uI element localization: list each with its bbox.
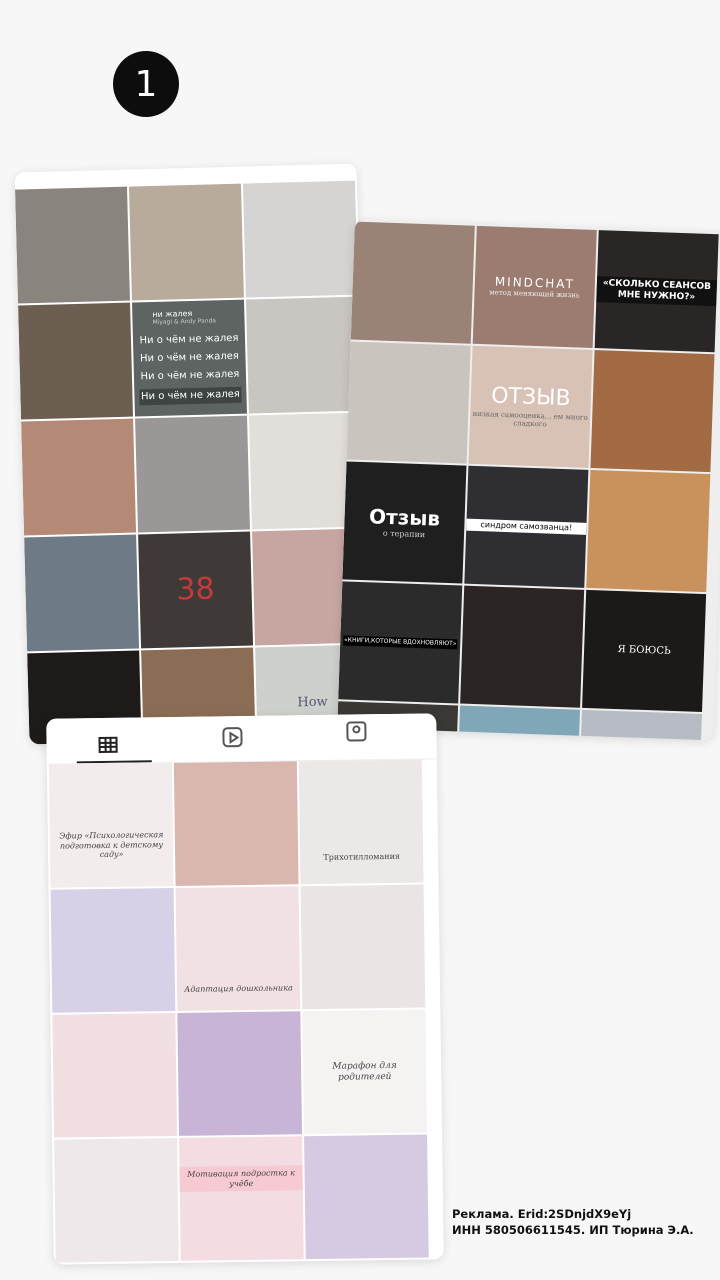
- tile-text: «КНИГИ,КОТОРЫЕ ВДОХНОВЛЯЮТ»: [342, 635, 458, 650]
- tile-text: синдром самозванца!: [466, 518, 587, 535]
- tile-text: метод меняющий жизнь: [489, 288, 580, 300]
- tile-text: Ни о чём не жалея: [140, 369, 240, 383]
- tile[interactable]: [52, 1012, 178, 1138]
- tagged-tab-icon[interactable]: [346, 721, 367, 742]
- tile[interactable]: MINDCHAT метод меняющий жизнь: [472, 225, 597, 348]
- tile[interactable]: [128, 183, 244, 301]
- feed-panel-b: MINDCHAT метод меняющий жизнь «СКОЛЬКО СЕА…: [337, 219, 720, 741]
- number-badge: 1: [113, 51, 179, 117]
- tile[interactable]: Мотивация подростка к учёбе: [179, 1136, 304, 1261]
- tile[interactable]: [242, 180, 358, 298]
- tile-text: Адаптация дошкольника: [184, 983, 293, 994]
- tile[interactable]: [24, 534, 140, 652]
- tile-text: «СКОЛЬКО СЕАНСОВ МНЕ НУЖНО?»: [596, 276, 718, 307]
- tile-text: Miyagi & Andy Panda: [152, 317, 217, 327]
- tile-text: Отзыв: [368, 504, 441, 531]
- tile[interactable]: Марафон для родителей: [302, 1009, 428, 1135]
- tile[interactable]: «СКОЛЬКО СЕАНСОВ МНЕ НУЖНО?»: [594, 230, 719, 353]
- tile[interactable]: ни жалея Miyagi & Andy Panda Ни о чём не ж…: [132, 299, 247, 417]
- tile-text: Ни о чём не жалея: [139, 333, 239, 347]
- tile[interactable]: [177, 1011, 303, 1136]
- tile[interactable]: Трихотилломания: [298, 759, 424, 885]
- grid-tab-icon[interactable]: [98, 736, 118, 754]
- tile-text: 38: [176, 571, 216, 608]
- tile[interactable]: Эфир «Психологическая подготовка к детск…: [48, 762, 174, 888]
- tile[interactable]: Я БОЮСЬ: [582, 589, 707, 713]
- tile[interactable]: [304, 1134, 429, 1260]
- tile-text: низкая самооценка... ем много сладкого: [472, 409, 588, 429]
- tile[interactable]: [300, 884, 426, 1010]
- tile-text: Марафон для родителей: [332, 1060, 397, 1083]
- tab-icons: [76, 721, 367, 764]
- tile-text: Ни о чём не жалея: [139, 351, 240, 365]
- tile[interactable]: [50, 887, 176, 1013]
- tile-text: ОТЗЫВ: [490, 383, 571, 412]
- tile[interactable]: [590, 350, 715, 473]
- tile[interactable]: 38: [138, 531, 254, 649]
- ad-disclaimer: Реклама. Erid:2SDnjdX9eYj ИНН 5805066115…: [452, 1206, 694, 1238]
- tile[interactable]: [346, 341, 471, 464]
- profile-tabs: [46, 713, 437, 765]
- feed-panel-c: Эфир «Психологическая подготовка к детск…: [46, 713, 444, 1265]
- tile[interactable]: синдром самозванца!: [464, 465, 589, 588]
- tile[interactable]: ОТЗЫВ низкая самооценка... ем много сладк…: [468, 345, 593, 468]
- tile[interactable]: «КНИГИ,КОТОРЫЕ ВДОХНОВЛЯЮТ»: [338, 581, 463, 704]
- tile[interactable]: [135, 415, 250, 533]
- tile[interactable]: [350, 221, 475, 344]
- ad-line: ИНН 580506611545. ИП Тюрина Э.А.: [452, 1223, 694, 1237]
- tile[interactable]: [21, 418, 137, 536]
- ad-line: Реклама. Erid:2SDnjdX9eYj: [452, 1207, 632, 1221]
- tile[interactable]: [245, 296, 361, 414]
- tile-text: Я БОЮСЬ: [617, 644, 671, 657]
- tile[interactable]: [173, 761, 299, 886]
- tile[interactable]: [15, 186, 130, 304]
- tile[interactable]: Адаптация дошкольника: [175, 886, 301, 1011]
- tile-text: Ни о чём не жалея: [138, 387, 243, 406]
- tile[interactable]: [577, 709, 702, 741]
- tile-text: How: [297, 694, 328, 711]
- tile-text: Мотивация подростка к учёбе: [179, 1165, 303, 1193]
- tile-text: Эфир «Психологическая подготовка к детск…: [59, 830, 164, 860]
- tile[interactable]: [460, 585, 585, 708]
- tile-text: Трихотилломания: [323, 851, 401, 862]
- tile[interactable]: [54, 1137, 179, 1263]
- tile[interactable]: [586, 469, 711, 593]
- feed-panel-a: ни жалея Miyagi & Andy Panda Ни о чём не ж…: [14, 163, 372, 745]
- reels-tab-icon[interactable]: [222, 727, 243, 748]
- tile[interactable]: Отзыв о терапии: [342, 461, 467, 584]
- tile[interactable]: [455, 705, 581, 741]
- tile[interactable]: [18, 302, 133, 420]
- tile-text: о терапии: [382, 528, 426, 540]
